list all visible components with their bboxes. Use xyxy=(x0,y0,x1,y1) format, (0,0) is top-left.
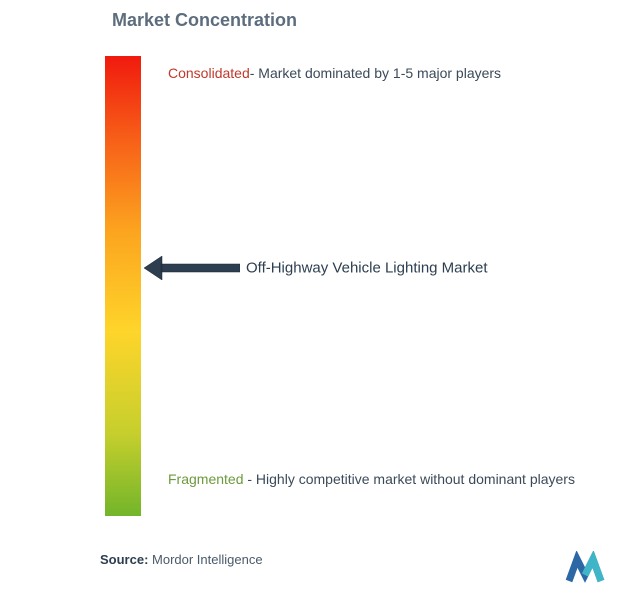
source-text: Mordor Intelligence xyxy=(148,552,262,567)
fragmented-description: - Highly competitive market without domi… xyxy=(243,471,574,487)
fragmented-label-row: Fragmented - Highly competitive market w… xyxy=(168,468,607,490)
consolidated-label-row: Consolidated- Market dominated by 1-5 ma… xyxy=(168,63,607,84)
source-label: Source: xyxy=(100,552,148,567)
page-title: Market Concentration xyxy=(112,10,297,31)
source-line: Source: Mordor Intelligence xyxy=(100,552,263,567)
market-name-label: Off-Highway Vehicle Lighting Market xyxy=(246,259,488,276)
consolidated-keyword: Consolidated xyxy=(168,65,250,81)
marker-arrow-icon xyxy=(144,256,240,280)
fragmented-keyword: Fragmented xyxy=(168,471,243,487)
mordor-logo-icon xyxy=(565,551,609,585)
consolidated-description: - Market dominated by 1-5 major players xyxy=(250,65,501,81)
concentration-gradient-bar xyxy=(105,56,141,516)
